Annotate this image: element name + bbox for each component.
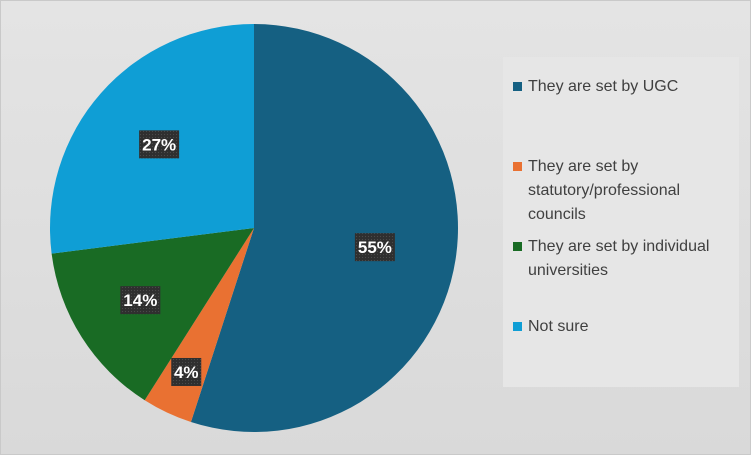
data-label-not-sure: 27% [139,130,180,159]
legend-item-universities: They are set by individual universities [513,235,738,283]
data-label-not-sure-text: 27% [142,135,176,154]
data-label-councils-text: 4% [174,363,199,382]
data-label-ugc: 55% [354,233,395,262]
legend-label-universities: They are set by individual universities [528,238,710,279]
legend-swatch-councils [513,162,522,171]
data-label-councils-box [171,357,202,386]
legend-swatch-not-sure [513,322,522,331]
legend: They are set by UGC They are set by stat… [503,57,739,387]
legend-item-councils: They are set by statutory/professional c… [513,155,718,227]
pie-slice-ugc [190,24,458,433]
data-label-universities-text: 14% [123,291,157,310]
legend-label-not-sure: Not sure [528,318,589,335]
legend-swatch-ugc [513,82,522,91]
legend-swatch-universities [513,242,522,251]
data-label-not-sure-box [139,130,180,159]
legend-label-ugc: They are set by UGC [528,78,679,95]
data-label-ugc-text: 55% [358,238,392,257]
data-label-ugc-box [354,233,395,262]
data-label-councils: 4% [171,357,202,386]
data-label-universities-box [120,286,161,315]
legend-label-councils: They are set by statutory/professional c… [528,158,681,223]
legend-item-not-sure: Not sure [513,315,738,339]
data-label-universities: 14% [120,286,161,315]
legend-item-ugc: They are set by UGC [513,75,738,99]
